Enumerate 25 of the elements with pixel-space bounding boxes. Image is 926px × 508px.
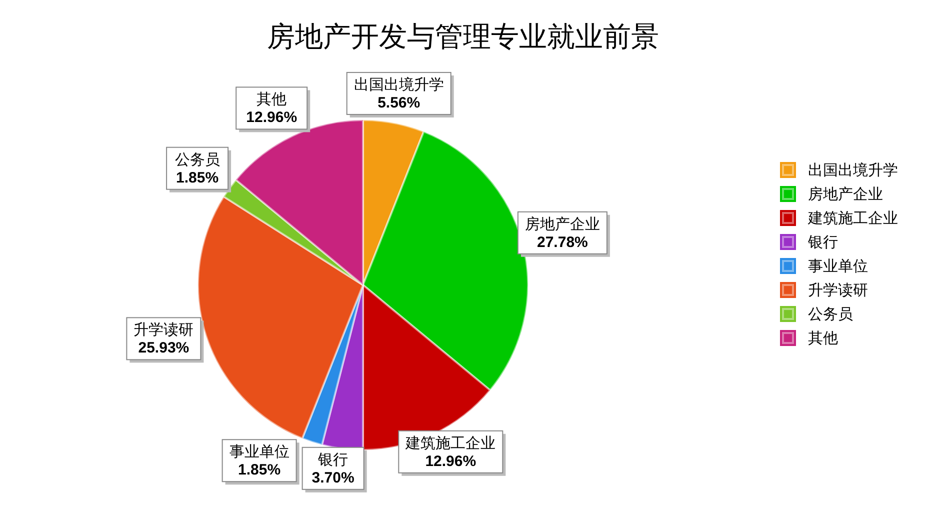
chart-title: 房地产开发与管理专业就业前景 bbox=[266, 19, 660, 55]
slice-label: 其他 bbox=[256, 90, 287, 108]
slice-label: 银行 bbox=[317, 450, 348, 468]
data-label: 1.85% bbox=[238, 462, 281, 479]
data-label: 12.96% bbox=[425, 452, 476, 470]
legend-label: 事业单位 bbox=[808, 256, 868, 276]
legend-label: 公务员 bbox=[808, 304, 853, 324]
data-label: 12.96% bbox=[246, 109, 298, 126]
slice-label: 出国出境升学 bbox=[354, 75, 444, 94]
legend-label: 出国出境升学 bbox=[808, 160, 898, 180]
data-label: 1.85% bbox=[176, 169, 219, 186]
legend-label: 其他 bbox=[808, 328, 838, 348]
legend-label: 房地产企业 bbox=[808, 184, 883, 204]
slice-label: 公务员 bbox=[174, 150, 220, 168]
legend-label: 升学读研 bbox=[808, 280, 868, 300]
data-label: 27.78% bbox=[537, 234, 588, 251]
slice-label: 事业单位 bbox=[229, 442, 290, 461]
data-label: 25.93% bbox=[138, 340, 190, 357]
slice-label: 升学读研 bbox=[134, 320, 194, 339]
data-label: 5.56% bbox=[378, 94, 420, 112]
legend-label: 建筑施工企业 bbox=[808, 208, 898, 228]
slice-label: 建筑施工企业 bbox=[404, 434, 496, 452]
legend-label: 银行 bbox=[808, 232, 838, 252]
data-label: 3.70% bbox=[312, 469, 354, 486]
slice-label: 房地产企业 bbox=[524, 214, 600, 233]
